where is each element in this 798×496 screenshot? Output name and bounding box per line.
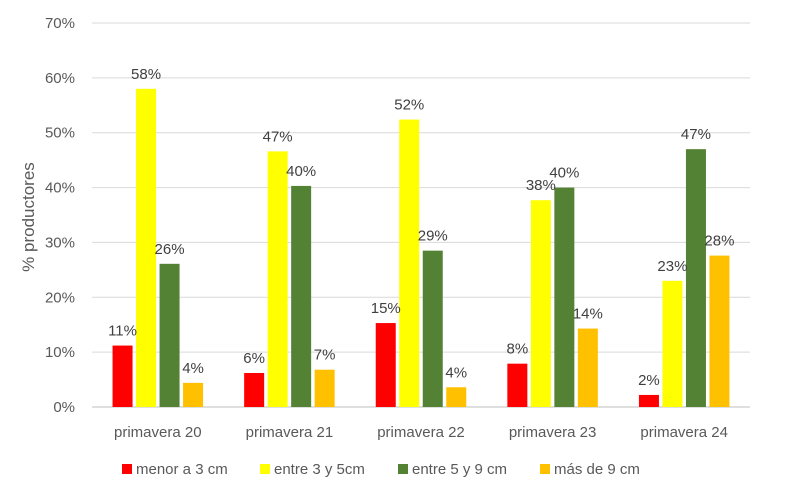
bar-entre-5-y-9-cm-primavera-24 (685, 149, 706, 407)
data-label: 52% (394, 97, 424, 114)
legend-swatch (398, 464, 408, 474)
bar-entre-5-y-9-cm-primavera-22 (422, 250, 443, 407)
data-label: 14% (573, 306, 603, 323)
legend-label: entre 5 y 9 cm (412, 461, 507, 478)
data-label: 38% (526, 177, 556, 194)
bar-entre-5-y-9-cm-primavera-20 (159, 263, 180, 407)
x-axis-tick-labels: primavera 20 primavera 21 primavera 22 prim… (114, 424, 728, 441)
bar-entre-3-y-5cm-primavera-24 (662, 280, 683, 407)
data-label: 40% (286, 163, 316, 180)
bars (112, 88, 730, 407)
legend-item: menor a 3 cm (122, 461, 228, 478)
legend-label: más de 9 cm (554, 461, 640, 478)
y-axis-tick-labels: 0% 10% 20% 30% 40% 50% 60% 70% (45, 15, 75, 416)
data-label: 8% (507, 341, 529, 358)
bar-entre-3-y-5cm-primavera-23 (530, 200, 551, 407)
bar-más-de-9-cm-primavera-21 (314, 369, 335, 407)
data-label: 40% (549, 165, 579, 182)
x-tick-label: primavera 20 (114, 424, 202, 441)
legend-item: más de 9 cm (540, 461, 640, 478)
y-axis-title: % productores (19, 162, 38, 272)
bar-menor-a-3-cm-primavera-22 (375, 323, 396, 407)
bar-más-de-9-cm-primavera-23 (577, 328, 598, 407)
bar-menor-a-3-cm-primavera-23 (507, 363, 528, 407)
legend-swatch (260, 464, 270, 474)
data-label: 11% (108, 323, 137, 340)
y-tick-label: 70% (45, 15, 75, 32)
legend-label: menor a 3 cm (136, 461, 228, 478)
y-tick-label: 40% (45, 180, 75, 197)
bar-entre-3-y-5cm-primavera-20 (136, 88, 157, 407)
data-label: 4% (182, 360, 204, 377)
data-label: 58% (131, 66, 161, 83)
bar-menor-a-3-cm-primavera-24 (638, 394, 659, 407)
x-tick-label: primavera 23 (509, 424, 597, 441)
bar-menor-a-3-cm-primavera-20 (112, 345, 133, 407)
data-label: 2% (638, 372, 660, 389)
bar-entre-3-y-5cm-primavera-22 (399, 119, 420, 407)
legend: menor a 3 cm entre 3 y 5cm entre 5 y 9 cm m… (122, 461, 640, 478)
x-tick-label: primavera 21 (246, 424, 334, 441)
bar-más-de-9-cm-primavera-22 (446, 387, 467, 407)
gridlines (92, 22, 750, 408)
data-label: 7% (314, 347, 336, 364)
y-tick-label: 10% (45, 344, 75, 361)
data-label: 28% (704, 233, 734, 250)
x-tick-label: primavera 22 (377, 424, 465, 441)
legend-label: entre 3 y 5cm (274, 461, 365, 478)
x-tick-label: primavera 24 (640, 424, 728, 441)
data-label: 29% (418, 228, 448, 245)
data-label: 26% (155, 241, 185, 258)
bar-más-de-9-cm-primavera-20 (183, 382, 204, 407)
data-label: 15% (371, 300, 401, 317)
y-tick-label: 0% (53, 399, 75, 416)
bar-más-de-9-cm-primavera-24 (709, 255, 730, 407)
legend-item: entre 3 y 5cm (260, 461, 365, 478)
legend-swatch (540, 464, 550, 474)
y-tick-label: 60% (45, 70, 75, 87)
y-tick-label: 30% (45, 234, 75, 251)
y-tick-label: 50% (45, 125, 75, 142)
bar-menor-a-3-cm-primavera-21 (244, 372, 265, 407)
data-label: 23% (657, 258, 687, 275)
bar-entre-5-y-9-cm-primavera-21 (291, 185, 312, 407)
legend-swatch (122, 464, 132, 474)
data-label: 47% (263, 128, 293, 145)
data-label: 4% (445, 364, 467, 381)
bar-entre-5-y-9-cm-primavera-23 (554, 187, 575, 407)
legend-item: entre 5 y 9 cm (398, 461, 507, 478)
bar-entre-3-y-5cm-primavera-21 (267, 151, 288, 407)
data-label: 47% (681, 126, 711, 143)
y-tick-label: 20% (45, 289, 75, 306)
data-label: 6% (243, 350, 265, 367)
data-labels: 11%58%26%4%6%47%40%7%15%52%29%4%8%38%40%… (108, 66, 734, 389)
